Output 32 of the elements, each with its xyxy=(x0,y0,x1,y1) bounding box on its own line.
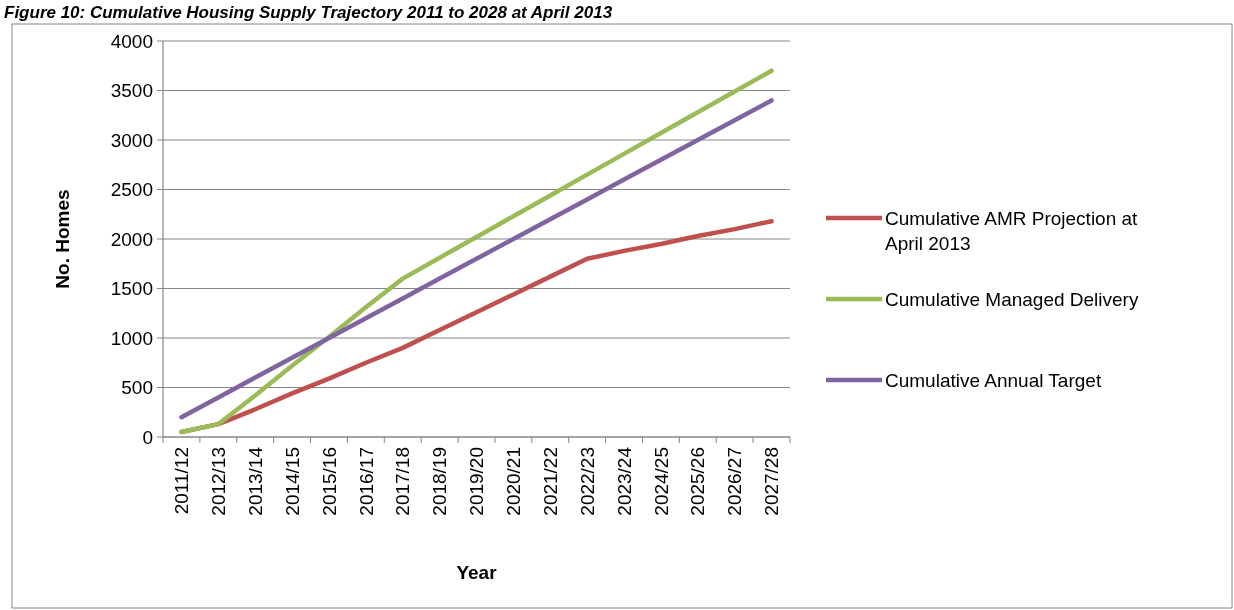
x-tick-label: 2013/14 xyxy=(244,446,266,516)
x-tick-label: 2019/20 xyxy=(466,447,488,516)
y-tick-label: 1500 xyxy=(110,278,153,300)
legend-label: Cumulative Annual Target xyxy=(885,369,1102,391)
y-axis-title: No. Homes xyxy=(52,189,73,289)
x-tick-label: 2024/25 xyxy=(650,447,672,516)
x-tick-label: 2011/12 xyxy=(171,447,193,515)
x-tick-label: 2017/18 xyxy=(392,447,414,516)
legend-label: Cumulative Managed Delivery xyxy=(885,288,1139,310)
x-tick-label: 2016/17 xyxy=(355,447,377,516)
x-tick-label: 2014/15 xyxy=(281,447,303,516)
x-tick-label: 2023/24 xyxy=(613,446,635,516)
x-tick-label: 2012/13 xyxy=(207,447,229,516)
x-tick-label: 2021/22 xyxy=(539,447,561,516)
y-tick-label: 0 xyxy=(142,426,153,448)
x-tick-label: 2027/28 xyxy=(761,447,783,516)
y-tick-label: 4000 xyxy=(110,30,153,52)
y-tick-label: 3000 xyxy=(110,129,153,151)
y-tick-label: 3500 xyxy=(110,80,153,102)
x-axis-title: Year xyxy=(456,562,498,583)
x-tick-label: 2018/19 xyxy=(429,447,451,516)
x-tick-label: 2025/26 xyxy=(687,447,709,516)
legend-label: Cumulative AMR Projection at April 2013 xyxy=(885,207,1139,255)
y-tick-label: 1000 xyxy=(110,327,153,349)
y-tick-label: 500 xyxy=(121,377,153,399)
chart-title: Figure 10: Cumulative Housing Supply Trajectory 2011 to 2028 at April 2013 xyxy=(4,3,613,22)
y-tick-label: 2000 xyxy=(110,228,153,250)
x-tick-label: 2015/16 xyxy=(318,447,340,516)
y-tick-label: 2500 xyxy=(110,179,153,201)
x-tick-label: 2026/27 xyxy=(724,447,746,516)
x-tick-label: 2022/23 xyxy=(576,447,598,516)
x-tick-label: 2020/21 xyxy=(503,447,525,516)
